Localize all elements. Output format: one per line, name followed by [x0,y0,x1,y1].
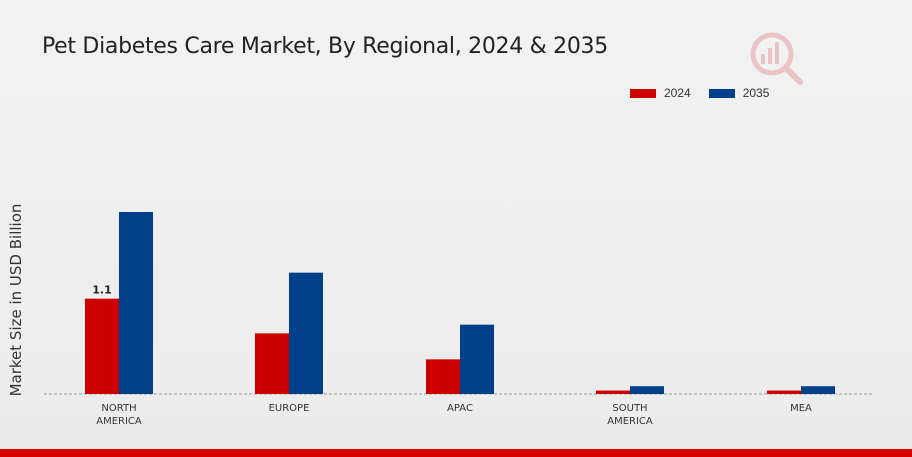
x-tick-label-2: APAC [447,403,473,414]
bar-2024-0 [85,298,119,394]
bar-2024-3 [596,390,630,394]
bar-2035-0 [119,212,153,394]
legend: 2024 2035 [630,86,769,100]
legend-item-2024: 2024 [630,86,691,100]
x-tick-label-0: NORTH AMERICA [96,403,142,427]
x-tick-label-1: EUROPE [269,403,310,414]
bar-2035-3 [630,386,664,394]
bar-2035-2 [460,324,494,394]
data-label-0: 1.1 [92,284,112,297]
legend-label-2024: 2024 [664,86,691,100]
bottom-accent-bar [0,449,912,457]
legend-item-2035: 2035 [708,86,770,100]
legend-swatch-2035 [708,88,735,98]
bar-2024-2 [426,359,460,394]
legend-label-2035: 2035 [742,86,770,100]
x-tick-label-4: MEA [790,403,812,414]
bar-2035-1 [289,272,323,394]
chart-title: Pet Diabetes Care Market, By Regional, 2… [42,34,608,59]
bar-2035-4 [801,386,835,394]
magnifier-chart-logo-icon [750,32,803,85]
x-tick-label-3: SOUTH AMERICA [607,403,653,427]
bar-2024-4 [767,390,801,394]
legend-swatch-2024 [630,88,656,98]
bar-2024-1 [255,333,289,394]
